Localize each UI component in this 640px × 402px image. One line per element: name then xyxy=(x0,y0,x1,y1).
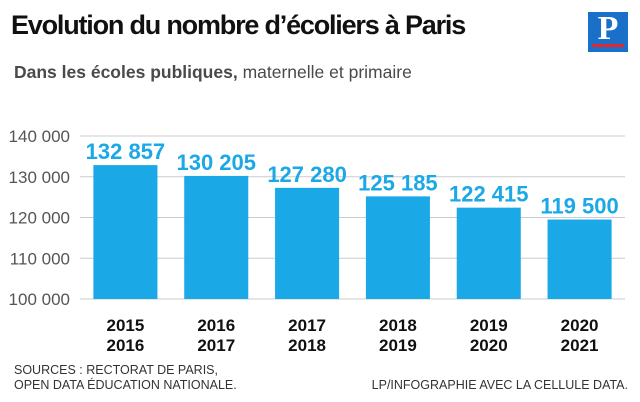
subtitle-bold: Dans les écoles publiques, xyxy=(14,62,238,82)
bars xyxy=(93,165,612,299)
le-parisien-logo: P xyxy=(588,10,628,52)
value-label: 130 205 xyxy=(176,150,256,175)
y-tick-label: 140 000 xyxy=(9,127,70,146)
x-tick-label: 2018 xyxy=(288,336,326,355)
x-tick-label: 2017 xyxy=(288,316,326,335)
bar xyxy=(275,187,340,299)
gridlines xyxy=(80,135,625,300)
bar xyxy=(93,165,158,299)
x-tick-label: 2016 xyxy=(107,336,145,355)
source-line-2: OPEN DATA ÉDUCATION NATIONALE. xyxy=(14,378,237,392)
bar xyxy=(547,219,612,299)
x-tick-label: 2020 xyxy=(561,316,599,335)
bar xyxy=(456,207,521,299)
y-tick-label: 130 000 xyxy=(9,168,70,187)
source-line-1: SOURCES : RECTORAT DE PARIS, xyxy=(14,363,218,377)
chart-title: Evolution du nombre d’écoliers à Paris xyxy=(11,10,466,40)
chart-subtitle: Dans les écoles publiques, maternelle et… xyxy=(14,62,412,83)
y-tick-label: 100 000 xyxy=(9,290,70,309)
x-tick-label: 2019 xyxy=(470,316,508,335)
x-tick-label: 2019 xyxy=(379,336,417,355)
value-label: 119 500 xyxy=(540,194,618,219)
subtitle-rest: maternelle et primaire xyxy=(237,62,412,82)
y-tick-label: 110 000 xyxy=(10,249,70,268)
value-labels: 132 857 130 205 127 280 125 185 122 415 119 5… xyxy=(86,139,619,218)
x-tick-label: 2016 xyxy=(197,316,235,335)
logo-letter: P xyxy=(597,10,619,47)
x-tick-label: 2017 xyxy=(197,336,235,355)
value-label: 132 857 xyxy=(86,139,166,164)
x-tick-label: 2018 xyxy=(379,316,417,335)
credit-text: LP/INFOGRAPHIE AVEC LA CELLULE DATA. xyxy=(371,378,628,392)
logo-stripe xyxy=(592,44,624,47)
x-tick-label: 2015 xyxy=(107,316,145,335)
value-label: 122 415 xyxy=(449,182,529,207)
value-label: 125 185 xyxy=(358,170,438,195)
bar xyxy=(184,175,249,299)
value-label: 127 280 xyxy=(267,162,347,187)
x-tick-label: 2020 xyxy=(470,336,508,355)
x-axis-tick-labels: 2015201620162017201720182018201920192020… xyxy=(107,316,599,355)
y-tick-label: 120 000 xyxy=(9,209,70,228)
x-tick-label: 2021 xyxy=(561,336,599,355)
bar xyxy=(365,196,430,299)
y-axis-tick-labels: 100 000 110 000 120 000 130 000 140 000 xyxy=(9,127,70,309)
